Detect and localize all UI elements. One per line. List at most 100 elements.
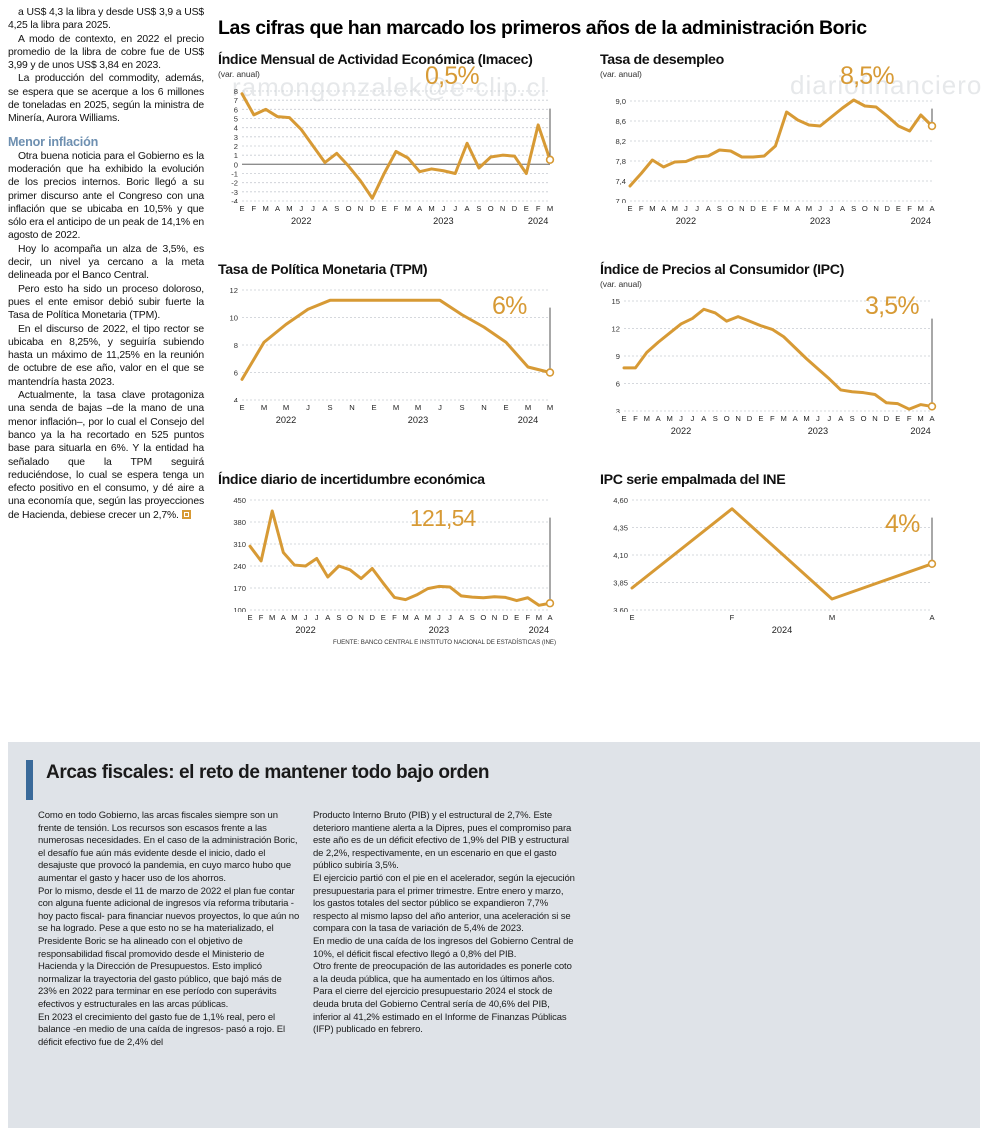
svg-text:9: 9	[616, 352, 620, 361]
x-tick-label: S	[327, 403, 333, 412]
x-axis-year-labels: 2022 2023 2024	[218, 415, 556, 427]
svg-text:7,8: 7,8	[615, 157, 626, 166]
x-tick-label: F	[393, 204, 399, 213]
x-tick-label: J	[453, 204, 458, 213]
x-tick-label: E	[514, 613, 520, 622]
x-tick-label: A	[414, 613, 420, 622]
svg-text:12: 12	[612, 325, 620, 334]
svg-text:7,0: 7,0	[615, 197, 626, 203]
svg-text:-3: -3	[231, 188, 238, 197]
bottom-article-paragraph: Por lo mismo, desde el 11 de marzo de 20…	[38, 885, 300, 1010]
year-label: 2023	[809, 216, 831, 226]
chart-title: Tasa de Política Monetaria (TPM)	[218, 262, 428, 278]
chart-highlight-value: 121,54	[410, 505, 476, 531]
svg-text:-4: -4	[231, 197, 238, 203]
chart-plot-area: 3,60 3,85 4,10 4,35 4,60	[600, 494, 938, 612]
x-tick-label: A	[325, 613, 331, 622]
year-label: 2024	[527, 216, 549, 226]
x-tick-label: D	[750, 204, 756, 213]
chart-subtitle: (var. anual)	[218, 69, 260, 79]
x-tick-label: M	[428, 204, 435, 213]
article-paragraph: Pero esto ha sido un proceso doloroso, p…	[8, 283, 204, 322]
bottom-article-paragraph: El ejercicio partió con el pie en el ace…	[313, 872, 575, 935]
article-paragraph: A modo de contexto, en 2022 el precio pr…	[8, 33, 204, 72]
svg-text:450: 450	[233, 496, 246, 505]
x-tick-label: E	[895, 204, 901, 213]
x-tick-label: F	[535, 204, 541, 213]
x-tick-label: J	[816, 414, 820, 423]
x-tick-label: O	[723, 414, 730, 423]
svg-text:5: 5	[234, 115, 238, 124]
x-tick-label: S	[334, 204, 340, 213]
x-tick-label: S	[716, 204, 723, 213]
svg-text:12: 12	[230, 286, 238, 295]
chart-plot-area: 7,0 7,4 7,8 8,2 8,6 9,0	[600, 85, 938, 203]
x-tick-label: D	[369, 613, 375, 622]
bottom-article-paragraph: Para el cierre del ejercicio presupuesta…	[313, 986, 567, 1036]
x-tick-label: J	[818, 204, 823, 213]
year-label: 2024	[910, 426, 931, 436]
svg-text:3: 3	[616, 407, 620, 413]
year-label: 2024	[910, 216, 932, 226]
x-tick-label: J	[306, 403, 310, 412]
x-tick-label: A	[839, 204, 846, 213]
year-label: 2024	[517, 415, 539, 425]
year-label: 2024	[771, 625, 793, 635]
bottom-article-paragraph: Como en todo Gobierno, las arcas fiscale…	[38, 810, 298, 884]
chart-title: Tasa de desempleo	[600, 52, 724, 68]
svg-text:3,85: 3,85	[613, 579, 628, 588]
x-tick-label: S	[469, 613, 475, 622]
x-tick-label: E	[239, 403, 245, 412]
x-tick-label: A	[929, 204, 935, 213]
chart-desempleo: Tasa de desempleo (var. anual) 7,0 7,4 7,8 8,…	[600, 52, 938, 228]
x-tick-label: M	[291, 613, 298, 622]
x-tick-label: N	[357, 204, 364, 213]
svg-text:7: 7	[234, 96, 238, 105]
x-tick-label: J	[679, 414, 683, 423]
x-tick-label: J	[314, 613, 319, 622]
year-label: 2022	[675, 216, 697, 226]
chart-highlight-value: 4%	[885, 510, 920, 538]
x-tick-label: M	[260, 403, 268, 412]
x-tick-label: M	[524, 403, 532, 412]
chart-highlight-value: 6%	[492, 292, 527, 320]
x-tick-label: M	[286, 204, 293, 213]
chart-highlight-value: 0,5%	[425, 62, 480, 90]
x-tick-label: E	[758, 414, 764, 423]
x-tick-label: N	[873, 204, 879, 213]
x-tick-label: M	[535, 613, 543, 622]
x-tick-label: A	[458, 613, 464, 622]
svg-text:8,6: 8,6	[615, 117, 626, 126]
bottom-article-column-2: Producto Interno Bruto (PIB) y el estruc…	[313, 810, 575, 1037]
x-tick-label: M	[424, 613, 431, 622]
year-label: 2023	[433, 216, 454, 226]
x-tick-label: S	[712, 414, 718, 423]
chart-source-note: FUENTE: BANCO CENTRAL E INSTITUTO NACION…	[332, 639, 556, 646]
x-tick-label: J	[436, 613, 441, 622]
x-tick-label: F	[773, 204, 778, 213]
svg-text:1: 1	[234, 151, 238, 160]
x-tick-label: A	[464, 204, 470, 213]
bottom-article-paragraph: Producto Interno Bruto (PIB) y el estruc…	[313, 810, 572, 872]
svg-text:3,60: 3,60	[613, 606, 628, 612]
x-tick-label: J	[299, 204, 304, 213]
end-of-article-icon	[181, 509, 191, 519]
svg-text:2: 2	[234, 142, 238, 151]
chart-plot-area: -4 -3 -2 -1 0 1 2 3 4 5 6 7 8	[218, 85, 556, 203]
x-tick-label: F	[525, 613, 531, 622]
svg-text:3: 3	[234, 133, 238, 142]
x-tick-label: M	[546, 403, 554, 412]
x-tick-label: S	[476, 204, 482, 213]
x-tick-label: D	[883, 414, 890, 423]
chart-title: Índice Mensual de Actividad Económica (I…	[218, 52, 533, 68]
svg-text:-1: -1	[231, 170, 238, 179]
x-tick-label: E	[503, 403, 509, 412]
x-tick-label: M	[803, 414, 810, 423]
x-tick-label: S	[851, 204, 857, 213]
x-tick-label: F	[392, 613, 397, 622]
svg-text:10: 10	[230, 314, 238, 323]
svg-text:6: 6	[234, 105, 238, 114]
svg-text:4,35: 4,35	[613, 524, 628, 533]
